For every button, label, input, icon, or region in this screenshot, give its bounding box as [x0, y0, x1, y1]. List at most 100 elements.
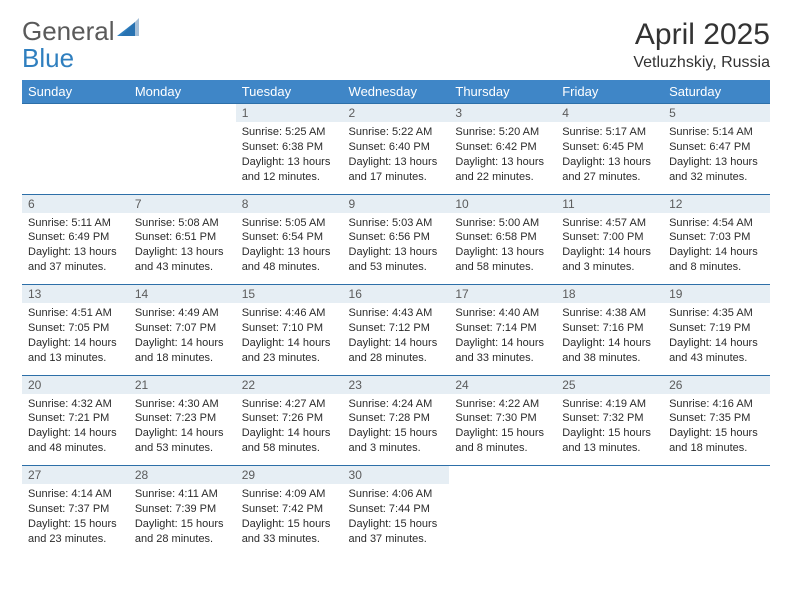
sunset-text: Sunset: 7:44 PM	[349, 502, 444, 517]
day-number-cell	[449, 466, 556, 485]
day-content-cell: Sunrise: 5:05 AMSunset: 6:54 PMDaylight:…	[236, 213, 343, 285]
sunrise-text: Sunrise: 5:00 AM	[455, 216, 550, 231]
sunrise-text: Sunrise: 4:24 AM	[349, 397, 444, 412]
day-content-cell: Sunrise: 4:54 AMSunset: 7:03 PMDaylight:…	[663, 213, 770, 285]
calendar-table: SundayMondayTuesdayWednesdayThursdayFrid…	[22, 80, 770, 556]
sunrise-text: Sunrise: 4:35 AM	[669, 306, 764, 321]
day-number-cell	[129, 104, 236, 123]
daylight-text: Daylight: 13 hours and 53 minutes.	[349, 245, 444, 275]
day-number-cell: 14	[129, 285, 236, 304]
day-content-cell	[129, 122, 236, 194]
day-content-cell: Sunrise: 4:46 AMSunset: 7:10 PMDaylight:…	[236, 303, 343, 375]
weekday-header: Wednesday	[343, 80, 450, 104]
sunrise-text: Sunrise: 4:11 AM	[135, 487, 230, 502]
day-number-cell: 21	[129, 375, 236, 394]
day-content-cell: Sunrise: 4:32 AMSunset: 7:21 PMDaylight:…	[22, 394, 129, 466]
sunset-text: Sunset: 7:39 PM	[135, 502, 230, 517]
sunset-text: Sunset: 6:42 PM	[455, 140, 550, 155]
sunset-text: Sunset: 7:35 PM	[669, 411, 764, 426]
sunrise-text: Sunrise: 4:38 AM	[562, 306, 657, 321]
day-content-cell: Sunrise: 4:11 AMSunset: 7:39 PMDaylight:…	[129, 484, 236, 556]
sunrise-text: Sunrise: 4:57 AM	[562, 216, 657, 231]
sunrise-text: Sunrise: 4:54 AM	[669, 216, 764, 231]
sunset-text: Sunset: 7:19 PM	[669, 321, 764, 336]
day-content-cell: Sunrise: 4:24 AMSunset: 7:28 PMDaylight:…	[343, 394, 450, 466]
sunrise-text: Sunrise: 4:30 AM	[135, 397, 230, 412]
day-number-cell	[663, 466, 770, 485]
day-number-cell: 29	[236, 466, 343, 485]
logo-text-general: General	[22, 16, 115, 46]
content-row: Sunrise: 5:11 AMSunset: 6:49 PMDaylight:…	[22, 213, 770, 285]
weekday-header: Sunday	[22, 80, 129, 104]
daynum-row: 12345	[22, 104, 770, 123]
daynum-row: 27282930	[22, 466, 770, 485]
daylight-text: Daylight: 14 hours and 3 minutes.	[562, 245, 657, 275]
sunrise-text: Sunrise: 4:40 AM	[455, 306, 550, 321]
daylight-text: Daylight: 15 hours and 18 minutes.	[669, 426, 764, 456]
day-content-cell: Sunrise: 5:11 AMSunset: 6:49 PMDaylight:…	[22, 213, 129, 285]
day-content-cell: Sunrise: 4:30 AMSunset: 7:23 PMDaylight:…	[129, 394, 236, 466]
day-number-cell: 4	[556, 104, 663, 123]
daylight-text: Daylight: 15 hours and 13 minutes.	[562, 426, 657, 456]
daynum-row: 6789101112	[22, 194, 770, 213]
day-number-cell: 13	[22, 285, 129, 304]
day-content-cell: Sunrise: 4:19 AMSunset: 7:32 PMDaylight:…	[556, 394, 663, 466]
day-content-cell: Sunrise: 4:35 AMSunset: 7:19 PMDaylight:…	[663, 303, 770, 375]
sunset-text: Sunset: 7:16 PM	[562, 321, 657, 336]
logo-triangle-icon	[117, 18, 139, 41]
day-number-cell: 25	[556, 375, 663, 394]
day-content-cell: Sunrise: 4:49 AMSunset: 7:07 PMDaylight:…	[129, 303, 236, 375]
content-row: Sunrise: 4:14 AMSunset: 7:37 PM Daylight:…	[22, 484, 770, 556]
day-number-cell: 20	[22, 375, 129, 394]
day-number-cell: 7	[129, 194, 236, 213]
day-content-cell: Sunrise: 4:16 AMSunset: 7:35 PMDaylight:…	[663, 394, 770, 466]
sunset-text: Sunset: 6:40 PM	[349, 140, 444, 155]
sunset-text: Sunset: 7:23 PM	[135, 411, 230, 426]
sunrise-text: Sunrise: 4:46 AM	[242, 306, 337, 321]
daylight-text: Daylight: 13 hours and 12 minutes.	[242, 155, 337, 185]
day-content-cell	[22, 122, 129, 194]
day-content-cell: Sunrise: 5:22 AMSunset: 6:40 PMDaylight:…	[343, 122, 450, 194]
daylight-text: Daylight: 15 hours and 37 minutes.	[349, 517, 444, 547]
sunset-text: Sunset: 7:42 PM	[242, 502, 337, 517]
daylight-text: Daylight: 14 hours and 18 minutes.	[135, 336, 230, 366]
header: General Blue April 2025 Vetluzhskiy, Rus…	[22, 18, 770, 72]
daylight-text: Daylight: 14 hours and 8 minutes.	[669, 245, 764, 275]
day-number-cell: 28	[129, 466, 236, 485]
weekday-header: Monday	[129, 80, 236, 104]
sunrise-text: Sunrise: 4:14 AM	[28, 487, 123, 502]
day-number-cell	[22, 104, 129, 123]
day-content-cell: Sunrise: 5:14 AMSunset: 6:47 PMDaylight:…	[663, 122, 770, 194]
daylight-text: Daylight: 14 hours and 58 minutes.	[242, 426, 337, 456]
sunrise-text: Sunrise: 5:17 AM	[562, 125, 657, 140]
page-subtitle: Vetluzhskiy, Russia	[633, 54, 770, 72]
weekday-header: Saturday	[663, 80, 770, 104]
sunrise-text: Sunrise: 5:25 AM	[242, 125, 337, 140]
sunset-text: Sunset: 6:58 PM	[455, 230, 550, 245]
daylight-text: Daylight: 15 hours and 28 minutes.	[135, 517, 230, 547]
daylight-text: Daylight: 14 hours and 38 minutes.	[562, 336, 657, 366]
sunset-text: Sunset: 6:38 PM	[242, 140, 337, 155]
sunset-text: Sunset: 6:45 PM	[562, 140, 657, 155]
day-number-cell: 17	[449, 285, 556, 304]
content-row: Sunrise: 4:51 AMSunset: 7:05 PMDaylight:…	[22, 303, 770, 375]
day-content-cell: Sunrise: 4:57 AMSunset: 7:00 PMDaylight:…	[556, 213, 663, 285]
day-number-cell: 18	[556, 285, 663, 304]
day-number-cell: 5	[663, 104, 770, 123]
content-row: Sunrise: 5:25 AMSunset: 6:38 PMDaylight:…	[22, 122, 770, 194]
day-content-cell: Sunrise: 5:03 AMSunset: 6:56 PMDaylight:…	[343, 213, 450, 285]
day-content-cell: Sunrise: 4:14 AMSunset: 7:37 PMDaylight:…	[22, 484, 129, 556]
sunrise-text: Sunrise: 4:49 AM	[135, 306, 230, 321]
day-number-cell: 15	[236, 285, 343, 304]
day-number-cell: 2	[343, 104, 450, 123]
sunrise-text: Sunrise: 5:22 AM	[349, 125, 444, 140]
sunset-text: Sunset: 7:37 PM	[28, 502, 123, 517]
day-content-cell	[449, 484, 556, 556]
day-number-cell: 19	[663, 285, 770, 304]
day-content-cell	[556, 484, 663, 556]
day-content-cell	[663, 484, 770, 556]
day-number-cell	[556, 466, 663, 485]
daylight-text: Daylight: 14 hours and 48 minutes.	[28, 426, 123, 456]
sunrise-text: Sunrise: 4:06 AM	[349, 487, 444, 502]
daylight-text: Daylight: 13 hours and 37 minutes.	[28, 245, 123, 275]
